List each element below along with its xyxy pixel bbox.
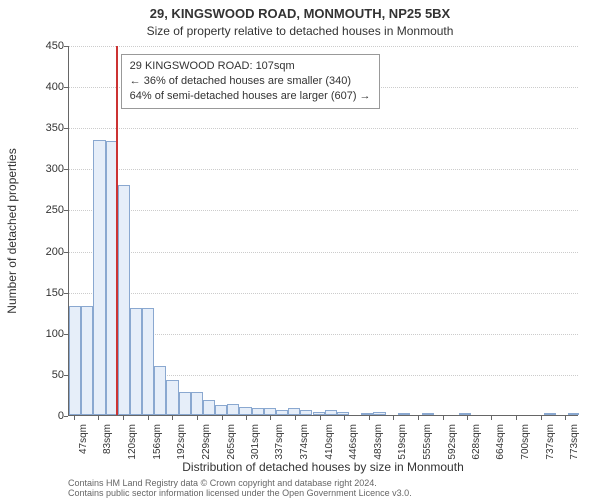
y-tick-mark [64,252,68,253]
credits-line-1: Contains HM Land Registry data © Crown c… [68,478,578,488]
histogram-bar [69,306,81,415]
y-tick-mark [64,375,68,376]
y-tick-mark [64,293,68,294]
x-tick-mark [74,416,75,420]
y-tick-label: 350 [34,122,64,134]
histogram-bar [544,413,556,415]
gridline [69,210,578,211]
x-tick-mark [222,416,223,420]
histogram-bar [179,392,191,415]
x-tick-mark [197,416,198,420]
histogram-bar [373,412,385,415]
x-tick-mark [516,416,517,420]
x-axis-label: Distribution of detached houses by size … [68,460,578,474]
histogram-bar [142,308,154,415]
x-tick-mark [443,416,444,420]
y-tick-mark [64,46,68,47]
x-tick-mark [320,416,321,420]
histogram-bar [130,308,142,415]
annotation-line-3: 64% of semi-detached houses are larger (… [130,89,371,104]
x-tick-mark [98,416,99,420]
y-axis-label: Number of detached properties [5,148,19,313]
histogram-bar [459,413,471,415]
x-tick-mark [369,416,370,420]
y-tick-mark [64,128,68,129]
credits: Contains HM Land Registry data © Crown c… [68,478,578,499]
histogram-bar [227,404,239,416]
y-tick-label: 50 [34,369,64,381]
y-tick-mark [64,416,68,417]
y-tick-label: 200 [34,246,64,258]
annotation-line-2: ← 36% of detached houses are smaller (34… [130,74,371,89]
x-tick-mark [467,416,468,420]
histogram-bar [422,413,434,415]
x-tick-mark [246,416,247,420]
histogram-bar [166,380,178,415]
gridline [69,169,578,170]
histogram-bar [239,407,251,415]
histogram-bar [191,392,203,415]
y-tick-mark [64,210,68,211]
histogram-bar [361,413,373,415]
histogram-bar [203,400,215,415]
x-tick-mark [270,416,271,420]
histogram-bar [313,412,325,415]
histogram-bar [154,366,166,415]
histogram-bar [288,408,300,415]
histogram-bar [568,413,579,415]
histogram-bar [93,140,105,415]
gridline [69,128,578,129]
histogram-bar [276,410,288,415]
x-tick-mark [393,416,394,420]
histogram-bar [264,408,276,415]
y-tick-label: 150 [34,287,64,299]
y-tick-label: 300 [34,163,64,175]
annotation-box: 29 KINGSWOOD ROAD: 107sqm ← 36% of detac… [121,54,380,109]
y-tick-label: 250 [34,204,64,216]
chart-subtitle: Size of property relative to detached ho… [0,24,600,38]
histogram-bar [81,306,93,415]
gridline [69,46,578,47]
x-tick-mark [295,416,296,420]
histogram-bar [118,185,130,415]
histogram-bar [398,413,410,415]
x-tick-mark [123,416,124,420]
y-tick-label: 0 [34,410,64,422]
x-tick-mark [418,416,419,420]
y-tick-mark [64,334,68,335]
annotation-line-1: 29 KINGSWOOD ROAD: 107sqm [130,59,371,74]
credits-line-2: Contains public sector information licen… [68,488,578,498]
x-tick-mark [172,416,173,420]
y-tick-label: 450 [34,40,64,52]
chart-container: 29, KINGSWOOD ROAD, MONMOUTH, NP25 5BX S… [0,0,600,500]
y-tick-label: 400 [34,81,64,93]
x-tick-mark [344,416,345,420]
y-tick-mark [64,169,68,170]
x-tick-mark [491,416,492,420]
histogram-bar [215,405,227,415]
y-tick-label: 100 [34,328,64,340]
gridline [69,293,578,294]
x-tick-mark [541,416,542,420]
x-tick-mark [565,416,566,420]
y-tick-mark [64,87,68,88]
x-tick-mark [148,416,149,420]
histogram-bar [325,410,337,415]
histogram-bar [252,408,264,415]
gridline [69,252,578,253]
histogram-bar [300,410,312,415]
histogram-bar [337,412,349,415]
chart-title: 29, KINGSWOOD ROAD, MONMOUTH, NP25 5BX [0,6,600,21]
reference-line [116,46,118,415]
